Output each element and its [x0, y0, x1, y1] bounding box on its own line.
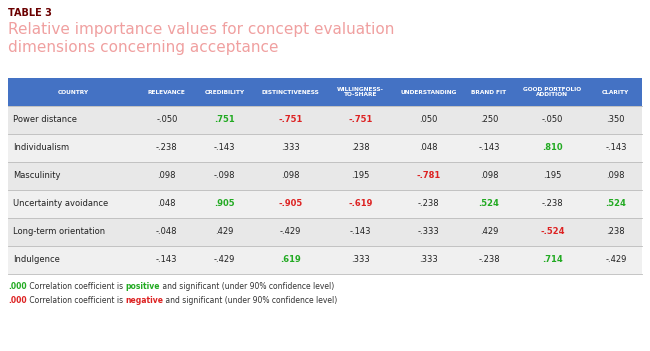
Text: .250: .250 — [480, 115, 499, 125]
Text: .048: .048 — [157, 199, 176, 208]
Text: .714: .714 — [542, 256, 563, 265]
Text: -.098: -.098 — [214, 172, 235, 180]
Text: BRAND FIT: BRAND FIT — [471, 90, 506, 94]
Text: RELEVANCE: RELEVANCE — [148, 90, 186, 94]
Text: .333: .333 — [281, 144, 300, 152]
Text: UNDERSTANDING: UNDERSTANDING — [400, 90, 457, 94]
Text: -.238: -.238 — [418, 199, 439, 208]
Text: -.751: -.751 — [278, 115, 302, 125]
Text: .238: .238 — [351, 144, 370, 152]
Text: -.429: -.429 — [214, 256, 235, 265]
Text: .619: .619 — [280, 256, 301, 265]
Bar — [8, 246, 642, 274]
Text: negative: negative — [125, 296, 163, 305]
Text: CREDIBILITY: CREDIBILITY — [204, 90, 244, 94]
Bar — [8, 106, 642, 134]
Bar — [8, 190, 642, 218]
Text: -.905: -.905 — [278, 199, 302, 208]
Text: CLARITY: CLARITY — [603, 90, 629, 94]
Text: -.751: -.751 — [348, 115, 373, 125]
Text: -.333: -.333 — [418, 227, 439, 237]
Text: Relative importance values for concept evaluation: Relative importance values for concept e… — [8, 22, 395, 37]
Text: Long-term orientation: Long-term orientation — [13, 227, 105, 237]
Text: and significant (under 90% confidence level): and significant (under 90% confidence le… — [160, 282, 334, 291]
Text: -.143: -.143 — [350, 227, 371, 237]
Bar — [8, 78, 642, 106]
Text: -.238: -.238 — [541, 199, 564, 208]
Text: .098: .098 — [281, 172, 300, 180]
Text: .751: .751 — [214, 115, 235, 125]
Bar — [8, 218, 642, 246]
Text: .195: .195 — [543, 172, 562, 180]
Text: TABLE 3: TABLE 3 — [8, 8, 52, 18]
Text: -.050: -.050 — [156, 115, 177, 125]
Text: .050: .050 — [419, 115, 438, 125]
Text: .098: .098 — [606, 172, 625, 180]
Text: dimensions concerning acceptance: dimensions concerning acceptance — [8, 40, 278, 55]
Text: -.143: -.143 — [605, 144, 627, 152]
Text: .524: .524 — [605, 199, 627, 208]
Text: .333: .333 — [419, 256, 438, 265]
Text: -.429: -.429 — [605, 256, 627, 265]
Text: -.619: -.619 — [348, 199, 373, 208]
Text: .238: .238 — [606, 227, 625, 237]
Text: Masculinity: Masculinity — [13, 172, 60, 180]
Text: Correlation coefficient is: Correlation coefficient is — [27, 282, 125, 291]
Text: .048: .048 — [419, 144, 438, 152]
Text: .000: .000 — [8, 296, 27, 305]
Text: -.238: -.238 — [156, 144, 177, 152]
Text: .333: .333 — [351, 256, 370, 265]
Text: .810: .810 — [542, 144, 563, 152]
Text: Individualism: Individualism — [13, 144, 69, 152]
Text: and significant (under 90% confidence level): and significant (under 90% confidence le… — [163, 296, 337, 305]
Bar — [8, 134, 642, 162]
Text: positive: positive — [125, 282, 160, 291]
Text: -.048: -.048 — [156, 227, 177, 237]
Text: .098: .098 — [157, 172, 176, 180]
Text: -.429: -.429 — [280, 227, 301, 237]
Text: .350: .350 — [606, 115, 625, 125]
Text: Power distance: Power distance — [13, 115, 77, 125]
Text: .195: .195 — [352, 172, 370, 180]
Text: -.143: -.143 — [156, 256, 177, 265]
Text: -.143: -.143 — [214, 144, 235, 152]
Text: .429: .429 — [215, 227, 233, 237]
Text: GOOD PORTFOLIO
ADDITION: GOOD PORTFOLIO ADDITION — [523, 87, 582, 97]
Text: -.050: -.050 — [541, 115, 563, 125]
Text: .429: .429 — [480, 227, 499, 237]
Text: Correlation coefficient is: Correlation coefficient is — [27, 296, 125, 305]
Text: .098: .098 — [480, 172, 499, 180]
Text: -.781: -.781 — [417, 172, 441, 180]
Text: Indulgence: Indulgence — [13, 256, 60, 265]
Text: -.143: -.143 — [478, 144, 500, 152]
Text: .524: .524 — [478, 199, 499, 208]
Text: .000: .000 — [8, 282, 27, 291]
Text: -.524: -.524 — [540, 227, 565, 237]
Text: -.238: -.238 — [478, 256, 500, 265]
Text: WILLINGNESS-
TO-SHARE: WILLINGNESS- TO-SHARE — [337, 87, 384, 97]
Text: .905: .905 — [214, 199, 235, 208]
Text: Uncertainty avoidance: Uncertainty avoidance — [13, 199, 109, 208]
Bar — [8, 162, 642, 190]
Text: COUNTRY: COUNTRY — [58, 90, 89, 94]
Text: DISTINCTIVENESS: DISTINCTIVENESS — [261, 90, 319, 94]
